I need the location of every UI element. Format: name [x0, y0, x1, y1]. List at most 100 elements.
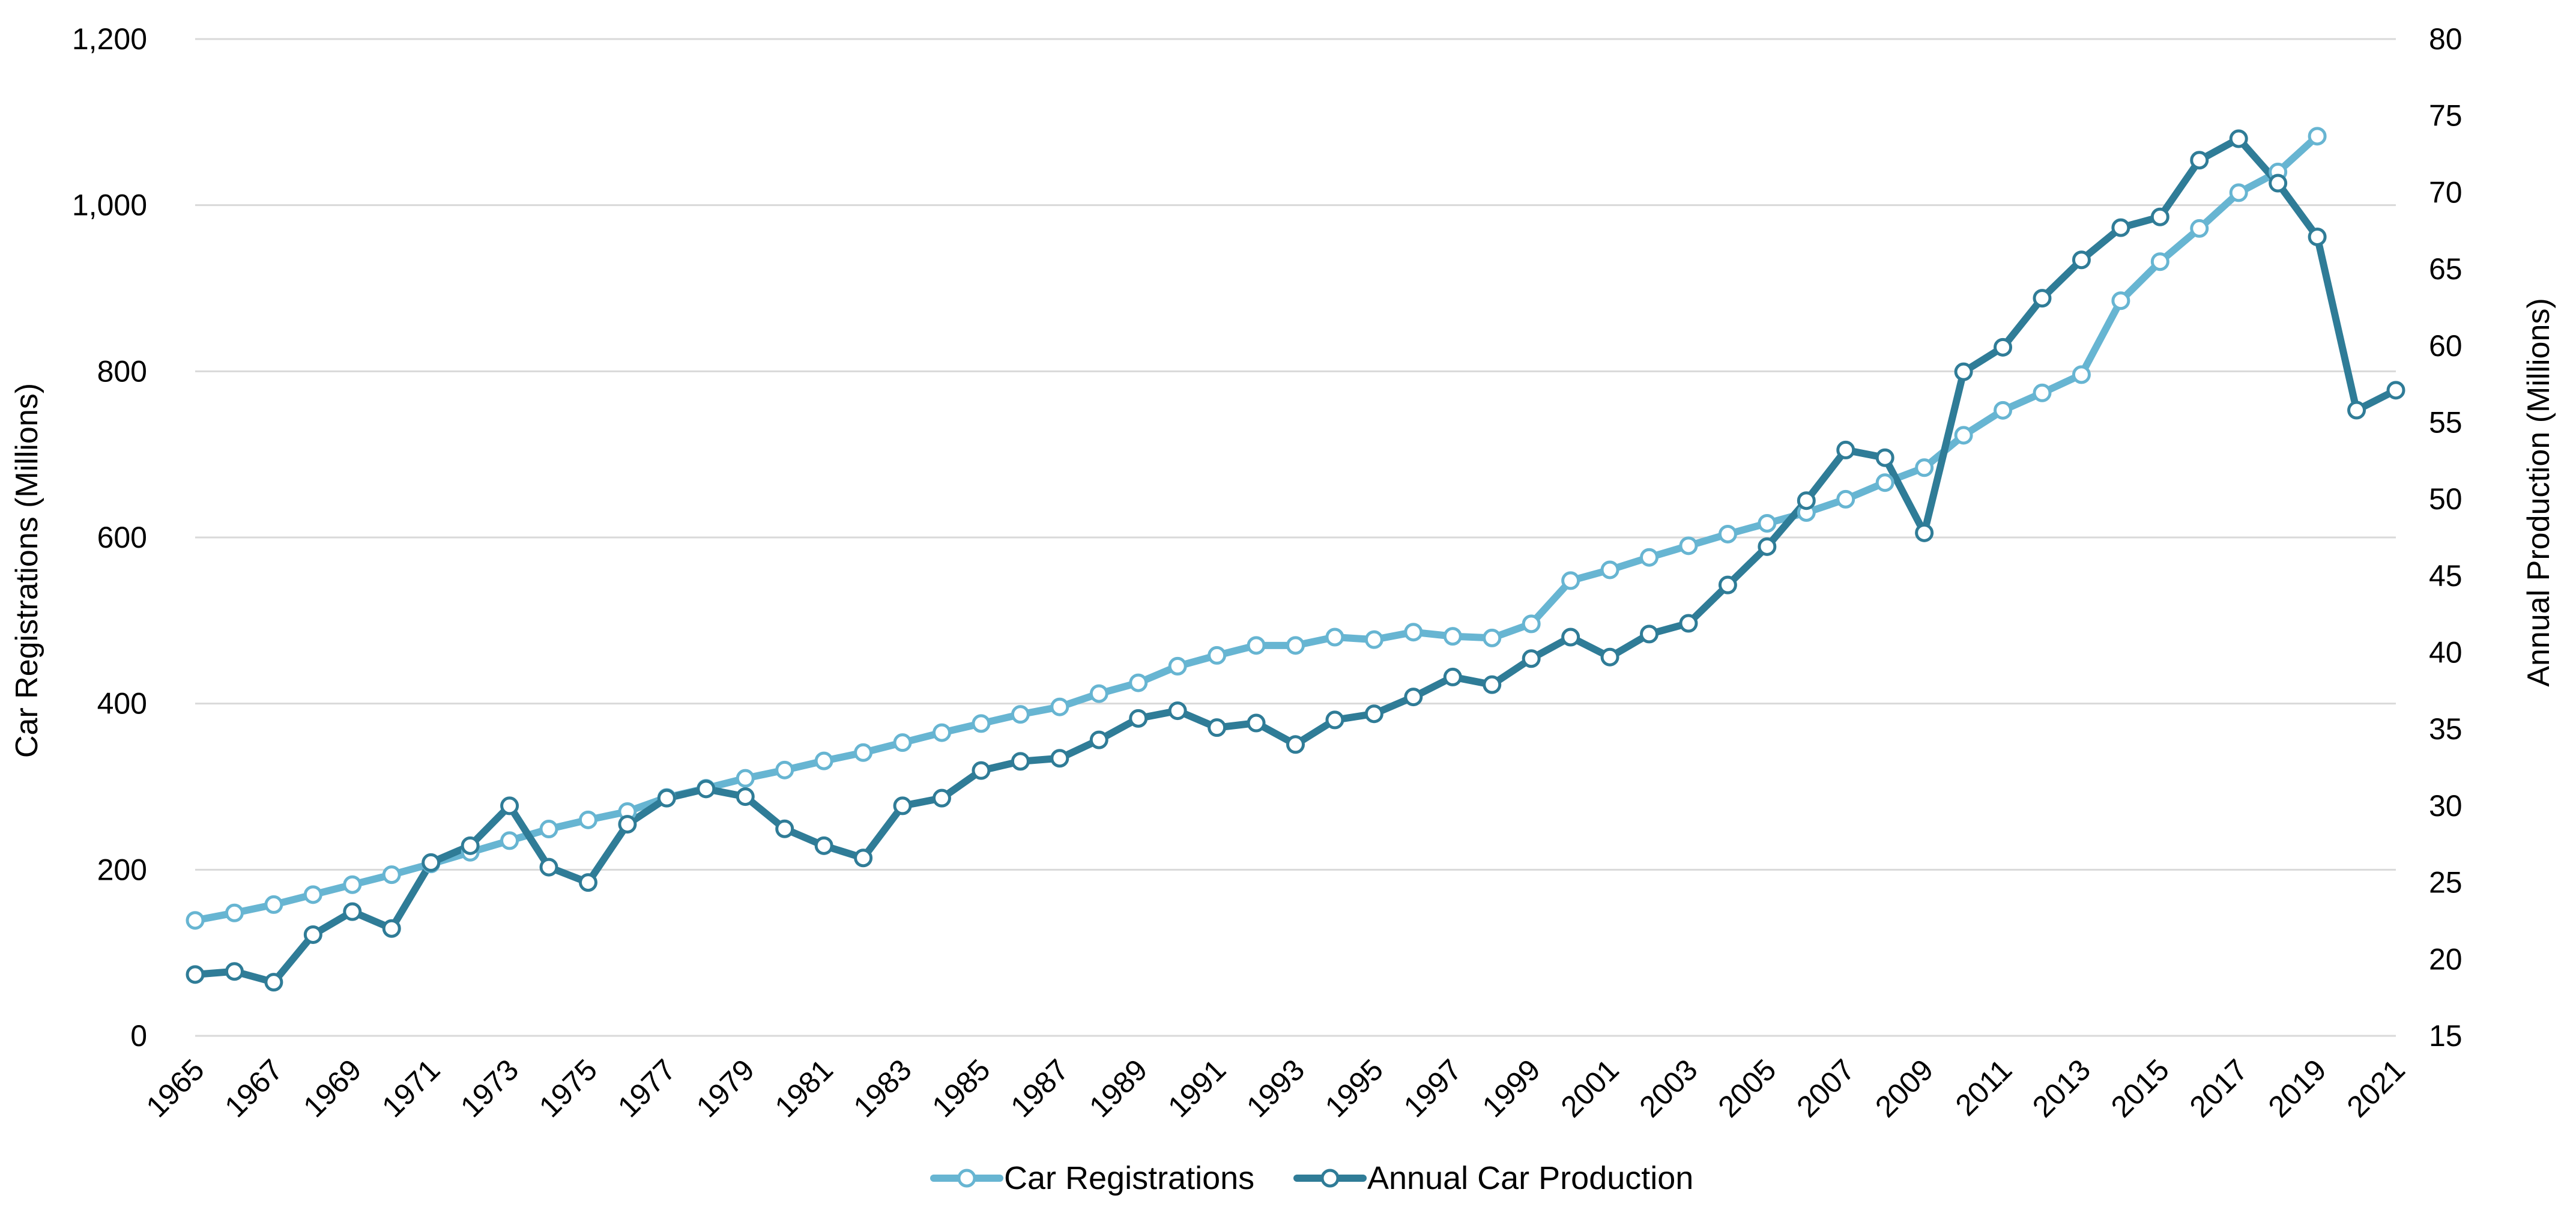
- data-point-annual-car-production: [2150, 207, 2169, 226]
- data-point-car-registrations: [1954, 426, 1973, 445]
- x-tick-label: 1965: [140, 1053, 211, 1124]
- data-point-car-registrations: [578, 810, 597, 829]
- data-point-car-registrations: [343, 875, 362, 894]
- x-tick-label: 1985: [925, 1053, 996, 1124]
- data-point-car-registrations: [1247, 636, 1266, 655]
- data-point-annual-car-production: [1915, 523, 1934, 542]
- x-axis-ticks: 1965 1967 1969 1971 1973 1975 1977 1979 1981 1983…: [140, 1053, 2411, 1124]
- data-point-car-registrations: [1718, 524, 1737, 543]
- data-point-car-registrations: [736, 769, 755, 788]
- data-point-annual-car-production: [1050, 749, 1069, 768]
- right-tick-label: 25: [2429, 866, 2463, 900]
- data-point-annual-car-production: [1483, 675, 1502, 694]
- right-tick-label: 55: [2429, 405, 2463, 439]
- data-point-car-registrations: [500, 831, 519, 850]
- x-tick-label: 1975: [533, 1053, 603, 1124]
- right-tick-label: 45: [2429, 559, 2463, 593]
- data-point-annual-car-production: [1325, 710, 1344, 730]
- legend-label-car-registrations: Car Registrations: [1004, 1160, 1254, 1196]
- data-point-car-registrations: [1836, 489, 1855, 509]
- data-point-car-registrations: [814, 751, 833, 770]
- data-point-car-registrations: [303, 885, 322, 904]
- x-tick-label: 2013: [2026, 1053, 2097, 1124]
- data-point-car-registrations: [1600, 560, 1619, 579]
- right-tick-label: 30: [2429, 789, 2463, 823]
- right-axis-title: Annual Production (Millions): [2521, 298, 2556, 686]
- x-tick-label: 1979: [690, 1053, 761, 1124]
- data-point-annual-car-production: [303, 925, 322, 944]
- right-axis-ticks: 15 20 25 30 35 40 45 50 55 60 65 70 75 80: [2429, 22, 2463, 1053]
- data-point-annual-car-production: [1994, 337, 2013, 357]
- x-tick-label: 1995: [1319, 1053, 1389, 1124]
- data-point-annual-car-production: [461, 836, 480, 855]
- data-point-annual-car-production: [814, 836, 833, 855]
- x-tick-label: 2021: [2341, 1053, 2411, 1124]
- left-tick-label: 200: [97, 853, 147, 886]
- right-tick-label: 20: [2429, 942, 2463, 976]
- data-point-annual-car-production: [539, 858, 558, 877]
- x-tick-label: 2017: [2183, 1053, 2254, 1124]
- data-point-car-registrations: [1286, 636, 1305, 655]
- x-tick-label: 1989: [1083, 1053, 1153, 1124]
- data-point-annual-car-production: [1875, 448, 1894, 467]
- series-lines: [192, 132, 2399, 986]
- data-point-car-registrations: [1561, 571, 1580, 590]
- x-tick-label: 1999: [1476, 1053, 1547, 1124]
- data-point-car-registrations: [382, 865, 401, 885]
- data-point-car-registrations: [1875, 473, 1894, 492]
- data-point-car-registrations: [1050, 697, 1069, 716]
- data-point-car-registrations: [1364, 630, 1383, 649]
- x-tick-label: 1977: [611, 1053, 682, 1124]
- x-tick-label: 1993: [1240, 1053, 1311, 1124]
- data-point-car-registrations: [932, 723, 951, 742]
- right-tick-label: 15: [2429, 1019, 2463, 1053]
- data-point-annual-car-production: [1640, 625, 1659, 644]
- data-point-annual-car-production: [382, 919, 401, 938]
- left-tick-label: 800: [97, 354, 147, 388]
- data-point-annual-car-production: [2229, 129, 2248, 148]
- data-point-annual-car-production: [893, 796, 912, 815]
- legend-label-annual-car-production: Annual Car Production: [1367, 1160, 1693, 1196]
- data-point-car-registrations: [1915, 458, 1934, 477]
- x-tick-label: 1969: [297, 1053, 367, 1124]
- data-point-annual-car-production: [657, 788, 676, 808]
- data-point-annual-car-production: [1364, 704, 1383, 724]
- x-tick-label: 2001: [1555, 1053, 1625, 1124]
- data-point-car-registrations: [1089, 684, 1108, 703]
- data-point-annual-car-production: [2072, 250, 2091, 270]
- data-point-annual-car-production: [1208, 718, 1227, 737]
- data-point-car-registrations: [1325, 628, 1344, 647]
- x-tick-label: 2011: [1949, 1053, 2019, 1122]
- right-tick-label: 65: [2429, 252, 2463, 286]
- data-point-car-registrations: [225, 903, 244, 922]
- legend: Car Registrations Annual Car Production: [930, 1160, 1693, 1196]
- data-point-annual-car-production: [264, 973, 283, 992]
- data-point-car-registrations: [2033, 383, 2052, 402]
- data-point-annual-car-production: [1758, 537, 1777, 556]
- data-point-car-registrations: [2229, 183, 2248, 202]
- x-tick-label: 1983: [847, 1053, 918, 1124]
- data-point-annual-car-production: [1797, 491, 1816, 510]
- data-point-annual-car-production: [1718, 575, 1737, 594]
- data-point-annual-car-production: [1954, 362, 1973, 381]
- x-tick-label: 1971: [375, 1053, 446, 1124]
- data-point-car-registrations: [1994, 401, 2013, 420]
- data-point-annual-car-production: [2269, 174, 2288, 193]
- x-tick-label: 1997: [1397, 1053, 1468, 1124]
- data-point-car-registrations: [2072, 365, 2091, 384]
- data-point-car-registrations: [1640, 548, 1659, 567]
- gridlines: [195, 38, 2396, 1037]
- data-point-annual-car-production: [697, 779, 716, 799]
- data-point-annual-car-production: [225, 962, 244, 981]
- data-point-annual-car-production: [1011, 752, 1030, 771]
- data-point-annual-car-production: [736, 787, 755, 806]
- data-point-car-registrations: [775, 760, 794, 779]
- data-point-car-registrations: [893, 733, 912, 752]
- legend-swatch-marker: [957, 1169, 976, 1188]
- data-point-annual-car-production: [2033, 289, 2052, 308]
- data-point-car-registrations: [2308, 127, 2327, 146]
- data-point-car-registrations: [2190, 219, 2209, 238]
- data-point-annual-car-production: [1168, 701, 1187, 721]
